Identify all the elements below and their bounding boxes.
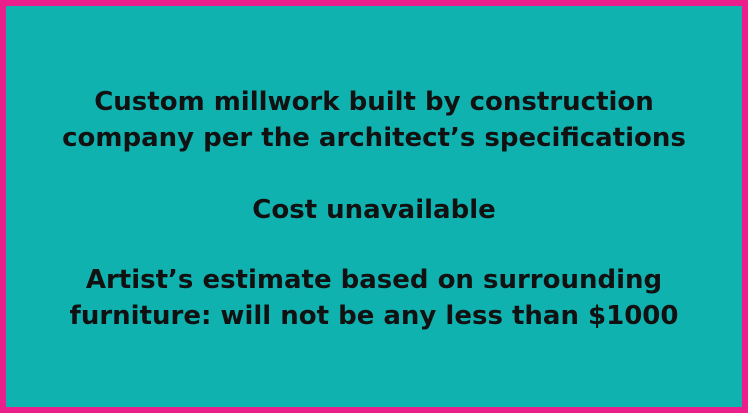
description-paragraph: Custom millwork built by construction co…: [6, 84, 742, 156]
estimate-paragraph: Artist’s estimate based on surrounding f…: [6, 262, 742, 334]
description-line-2: company per the architect’s specificatio…: [62, 123, 686, 153]
cost-line: Cost unavailable: [252, 195, 496, 225]
description-line-1: Custom millwork built by construction: [94, 87, 654, 117]
cost-paragraph: Cost unavailable: [6, 192, 742, 228]
info-card: Custom millwork built by construction co…: [6, 6, 742, 407]
estimate-line-2: furniture: will not be any less than $10…: [69, 301, 679, 331]
estimate-line-1: Artist’s estimate based on surrounding: [85, 265, 663, 295]
